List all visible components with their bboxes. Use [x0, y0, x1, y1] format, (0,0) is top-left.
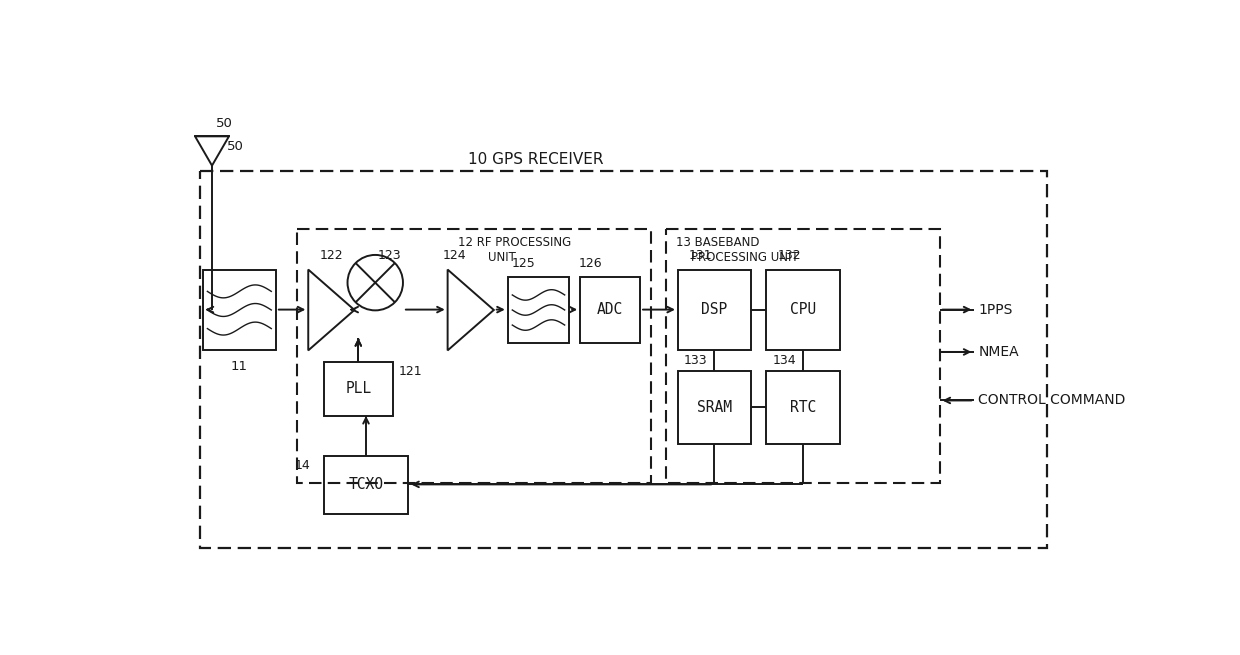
- Text: 123: 123: [377, 249, 401, 262]
- Text: SRAM: SRAM: [697, 400, 732, 415]
- Text: CPU: CPU: [790, 303, 816, 318]
- Text: NMEA: NMEA: [978, 345, 1019, 359]
- Text: ADC: ADC: [596, 303, 624, 318]
- Text: 10 GPS RECEIVER: 10 GPS RECEIVER: [467, 152, 603, 167]
- Text: 50: 50: [216, 117, 233, 130]
- Text: 12 RF PROCESSING
        UNIT: 12 RF PROCESSING UNIT: [459, 236, 572, 265]
- Text: TCXO: TCXO: [348, 477, 383, 493]
- Text: 132: 132: [777, 249, 801, 262]
- Text: 125: 125: [511, 257, 534, 270]
- Text: 131: 131: [689, 249, 713, 262]
- Text: 13 BASEBAND
    PROCESSING UNIT: 13 BASEBAND PROCESSING UNIT: [676, 236, 799, 265]
- Text: 122: 122: [320, 249, 343, 262]
- Text: 121: 121: [399, 365, 423, 378]
- Text: 50: 50: [227, 140, 244, 153]
- Text: 126: 126: [579, 257, 603, 270]
- Text: DSP: DSP: [702, 303, 728, 318]
- Text: PLL: PLL: [345, 381, 372, 396]
- Text: 124: 124: [443, 249, 466, 262]
- Text: 133: 133: [683, 354, 707, 367]
- Text: RTC: RTC: [790, 400, 816, 415]
- Text: 14: 14: [295, 458, 310, 472]
- Text: 11: 11: [231, 360, 248, 373]
- Text: 1PPS: 1PPS: [978, 303, 1013, 316]
- Text: CONTROL COMMAND: CONTROL COMMAND: [978, 394, 1126, 407]
- Text: 134: 134: [773, 354, 796, 367]
